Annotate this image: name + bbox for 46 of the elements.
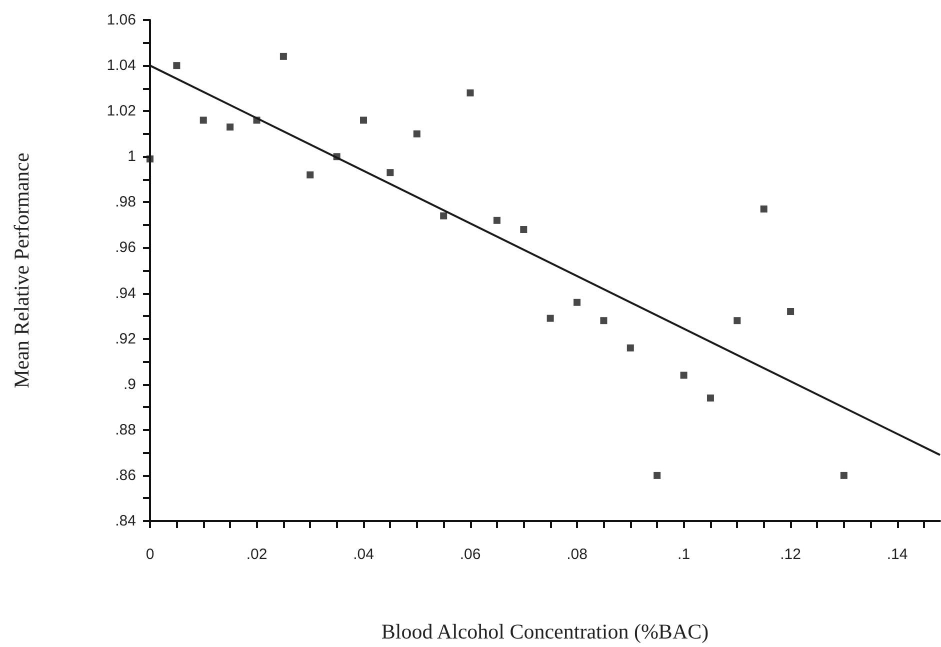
point (654, 472, 661, 479)
point (760, 206, 768, 213)
x-tick-label: .14 (886, 546, 908, 563)
point (306, 171, 314, 178)
point (787, 308, 794, 315)
x-tick-label: .02 (246, 546, 268, 563)
x-tick-label: .06 (460, 546, 481, 563)
y-tick-label: .94 (115, 284, 136, 302)
point (440, 212, 448, 220)
point (200, 116, 207, 124)
y-tick-label: 1.02 (106, 102, 136, 120)
y-tick-label: .84 (115, 512, 136, 530)
y-tick-label: .9 (123, 376, 136, 393)
y-tick-label: .88 (115, 421, 136, 438)
point (360, 116, 368, 124)
x-tick-label: .08 (566, 546, 588, 563)
x-tick-label: .04 (353, 546, 374, 563)
point (386, 169, 394, 176)
point (626, 344, 634, 352)
y-tick-label: 1.06 (106, 12, 136, 28)
y-axis-title: Mean Relative Performance (10, 152, 34, 388)
y-tick-label: .98 (115, 194, 136, 211)
point (520, 226, 528, 234)
point (466, 89, 474, 96)
y-tick-label: .92 (115, 330, 136, 348)
x-tick-label: 0 (146, 546, 154, 563)
x-tick-label: .1 (678, 546, 690, 563)
x-axis-title: Blood Alcohol Concentration (%BAC) (381, 620, 709, 644)
point (493, 216, 500, 224)
point (574, 298, 581, 306)
point (413, 130, 420, 138)
point (680, 372, 688, 379)
point (280, 52, 287, 60)
x-tick-label: .12 (780, 546, 801, 563)
point (546, 314, 554, 322)
point (173, 62, 180, 70)
point (734, 317, 741, 324)
y-tick-label: .86 (115, 466, 136, 484)
point (706, 394, 714, 402)
y-tick-label: .96 (115, 239, 136, 256)
y-tick-label: 1 (128, 148, 136, 166)
point (146, 155, 154, 162)
point (226, 124, 234, 131)
y-tick-label: 1.04 (106, 57, 136, 74)
point (840, 472, 848, 479)
point (600, 317, 608, 324)
